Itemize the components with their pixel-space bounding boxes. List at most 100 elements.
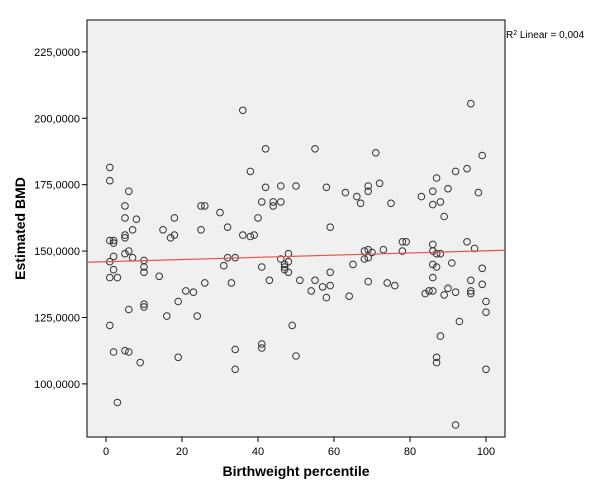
- data-point: [429, 200, 437, 209]
- data-point: [318, 283, 327, 291]
- x-tick-label: 100: [477, 446, 495, 458]
- data-point: [292, 352, 300, 360]
- data-point: [429, 260, 437, 269]
- data-point: [254, 214, 262, 222]
- data-point: [311, 145, 319, 153]
- data-point: [432, 263, 441, 271]
- y-tick-label: 200,0000: [34, 113, 80, 125]
- data-point: [125, 187, 133, 196]
- data-point: [140, 303, 148, 311]
- data-point: [265, 276, 274, 285]
- data-point: [375, 179, 384, 188]
- data-point: [364, 182, 373, 190]
- data-point: [421, 289, 430, 298]
- data-point: [311, 276, 319, 285]
- data-point: [425, 287, 433, 295]
- data-point: [277, 198, 285, 206]
- data-point: [432, 249, 441, 258]
- data-point: [417, 192, 426, 201]
- x-tick-label: 80: [404, 446, 416, 458]
- data-point: [307, 287, 316, 295]
- data-point: [398, 247, 407, 255]
- data-point: [277, 182, 285, 190]
- data-point: [429, 187, 437, 196]
- data-point: [436, 332, 445, 340]
- data-point: [106, 176, 114, 185]
- data-point: [140, 300, 148, 309]
- data-point: [113, 398, 122, 407]
- data-point: [109, 348, 118, 356]
- data-point: [125, 348, 133, 356]
- data-point: [292, 182, 300, 190]
- data-point: [106, 321, 114, 330]
- data-point: [227, 279, 236, 287]
- data-point: [398, 238, 407, 246]
- data-point: [125, 305, 133, 314]
- data-point: [349, 260, 357, 269]
- data-point: [109, 236, 118, 245]
- data-point: [432, 353, 441, 362]
- data-point: [106, 236, 114, 245]
- data-point: [174, 353, 182, 362]
- x-axis: 0 20 40 60 80 100: [103, 437, 495, 458]
- data-point: [280, 260, 289, 269]
- data-point: [258, 344, 266, 352]
- data-point: [444, 184, 452, 193]
- data-point: [223, 223, 232, 231]
- data-point: [478, 151, 487, 160]
- data-point: [482, 365, 490, 374]
- data-point: [269, 198, 278, 206]
- data-point: [322, 293, 331, 302]
- data-point: [372, 149, 380, 157]
- x-tick-label: 20: [176, 446, 188, 458]
- data-point: [444, 284, 452, 293]
- data-point: [451, 288, 460, 297]
- data-point: [345, 292, 354, 301]
- data-point: [246, 167, 255, 176]
- data-point: [128, 226, 137, 234]
- data-point: [322, 183, 331, 192]
- data-point: [429, 247, 437, 255]
- data-point: [383, 279, 392, 287]
- data-point: [326, 223, 335, 231]
- data-point: [368, 248, 376, 257]
- data-points: [106, 99, 490, 429]
- data-point: [451, 421, 460, 429]
- data-point: [448, 259, 456, 267]
- data-point: [220, 261, 228, 270]
- x-axis-title: Birthweight percentile: [222, 463, 369, 479]
- data-point: [121, 214, 129, 222]
- data-point: [280, 263, 289, 271]
- data-point: [478, 264, 487, 273]
- data-point: [463, 238, 471, 246]
- data-point: [239, 231, 247, 239]
- data-point: [391, 281, 399, 290]
- data-point: [109, 265, 118, 274]
- data-point: [109, 252, 118, 261]
- data-point: [170, 214, 179, 222]
- data-point: [246, 232, 255, 241]
- y-tick-label: 100,0000: [34, 379, 80, 391]
- data-point: [140, 268, 148, 277]
- data-point: [436, 198, 445, 206]
- data-point: [482, 308, 490, 317]
- data-point: [455, 317, 464, 326]
- data-point: [106, 163, 114, 172]
- plot-area: [86, 19, 506, 438]
- data-point: [197, 202, 205, 210]
- data-point: [429, 273, 437, 282]
- data-point: [387, 199, 395, 208]
- data-point: [379, 245, 388, 254]
- data-point: [277, 255, 285, 263]
- data-point: [353, 192, 361, 201]
- data-point: [106, 273, 114, 282]
- data-point: [231, 345, 239, 354]
- data-point: [284, 268, 293, 277]
- data-point: [239, 106, 247, 115]
- data-point: [451, 167, 460, 176]
- x-tick-label: 60: [328, 446, 340, 458]
- data-point: [201, 279, 209, 287]
- data-point: [258, 198, 266, 206]
- data-point: [326, 268, 335, 277]
